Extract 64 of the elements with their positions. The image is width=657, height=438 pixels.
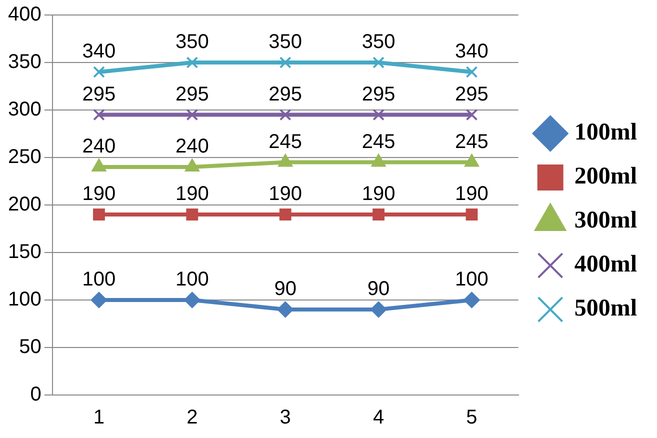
point: [279, 56, 292, 68]
legend-label: 400ml: [574, 252, 638, 278]
x-tick-label: 5: [466, 406, 478, 429]
data-label: 245: [268, 130, 302, 153]
data-label: 295: [82, 83, 116, 106]
x-tick-label: 2: [186, 406, 198, 429]
data-label: 190: [82, 183, 116, 206]
point: [466, 208, 478, 220]
point: [279, 208, 292, 220]
point: [186, 208, 198, 220]
y-tick-label: 350: [8, 51, 42, 74]
point: [466, 66, 478, 78]
point: [279, 108, 292, 121]
data-label: 90: [274, 278, 296, 300]
point: [93, 208, 105, 220]
point: [466, 108, 478, 121]
data-label: 190: [175, 183, 209, 206]
data-label: 350: [175, 31, 209, 54]
point: [90, 292, 107, 308]
point: [184, 292, 200, 308]
legend-label: 300ml: [574, 208, 638, 234]
point: [372, 208, 384, 220]
x-tick-label: 3: [280, 406, 291, 429]
data-label: 100: [175, 268, 209, 291]
y-tick-label: 400: [8, 4, 42, 26]
data-label: 240: [82, 136, 116, 158]
point: [372, 108, 384, 121]
data-label: 240: [175, 136, 209, 158]
data-label: 350: [268, 31, 302, 54]
data-label: 350: [362, 31, 396, 54]
data-label: 340: [82, 40, 116, 63]
data-label: 245: [362, 130, 396, 153]
x-tick-label: 1: [93, 406, 105, 429]
data-label: 190: [268, 183, 302, 206]
point: [372, 56, 384, 68]
data-label: 295: [268, 83, 302, 106]
y-tick-label: 50: [19, 336, 42, 358]
point: [464, 292, 480, 308]
legend-label: 200ml: [574, 164, 638, 190]
data-label: 340: [455, 40, 488, 63]
point: [370, 302, 387, 318]
data-label: 190: [455, 183, 488, 206]
data-label: 295: [175, 83, 209, 106]
data-label: 295: [362, 83, 396, 106]
point: [186, 56, 198, 68]
x-tick-label: 4: [372, 406, 384, 429]
data-label: 100: [82, 268, 116, 291]
data-label: 90: [367, 278, 390, 300]
y-tick-label: 0: [30, 384, 42, 406]
y-tick-label: 250: [8, 146, 42, 168]
point: [277, 302, 294, 318]
point: [93, 108, 105, 121]
legend-label: 100ml: [574, 120, 638, 146]
point: [93, 66, 105, 78]
y-tick-label: 200: [8, 194, 42, 216]
data-label: 295: [455, 83, 488, 106]
y-tick-label: 100: [8, 288, 42, 311]
data-label: 190: [362, 183, 396, 206]
y-tick-label: 150: [8, 241, 42, 264]
data-label: 100: [455, 268, 488, 291]
y-tick-label: 300: [8, 98, 42, 121]
data-label: 245: [455, 130, 488, 153]
point: [186, 108, 198, 121]
legend-label: 500ml: [574, 296, 638, 322]
